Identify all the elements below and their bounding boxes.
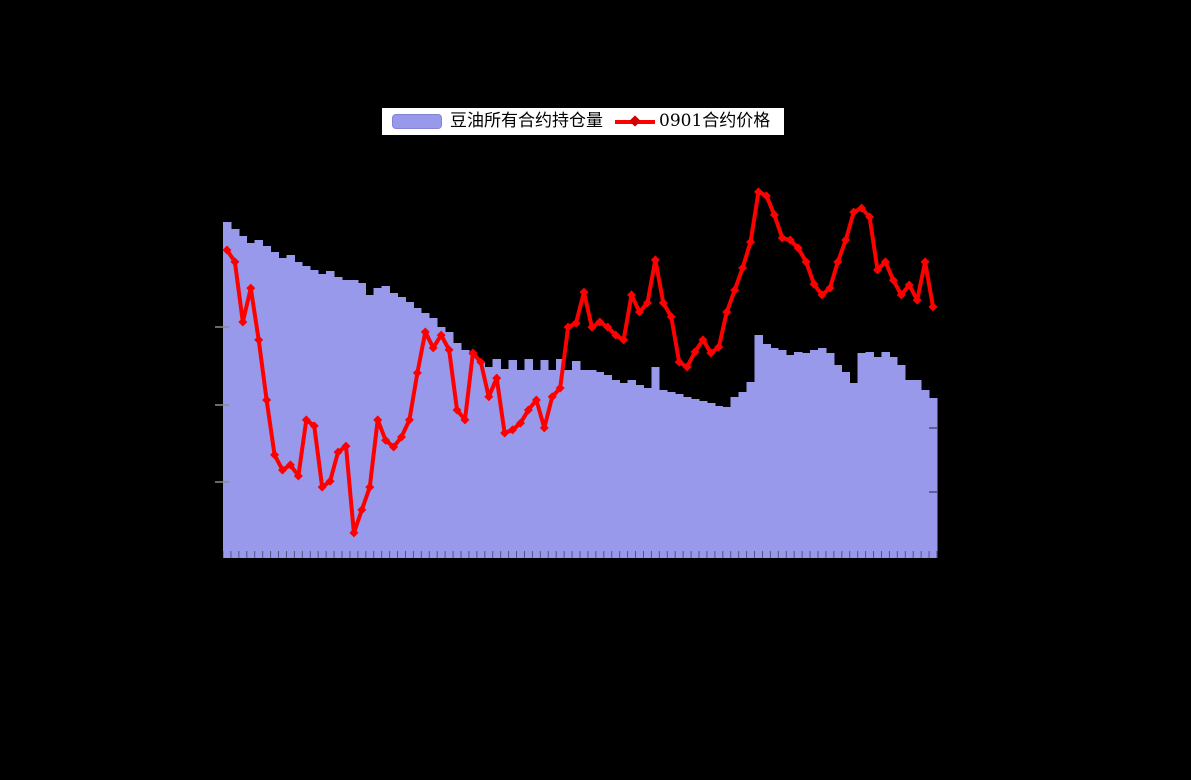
diamond-marker-icon [629, 115, 641, 127]
chart-legend: 豆油所有合约持仓量 0901合约价格 [380, 106, 786, 137]
line-series-sample-icon [615, 115, 655, 127]
bar-series-swatch-icon [392, 114, 442, 129]
line-series-label: 0901合约价格 [659, 111, 771, 131]
bar-series-label: 豆油所有合约持仓量 [450, 111, 603, 131]
